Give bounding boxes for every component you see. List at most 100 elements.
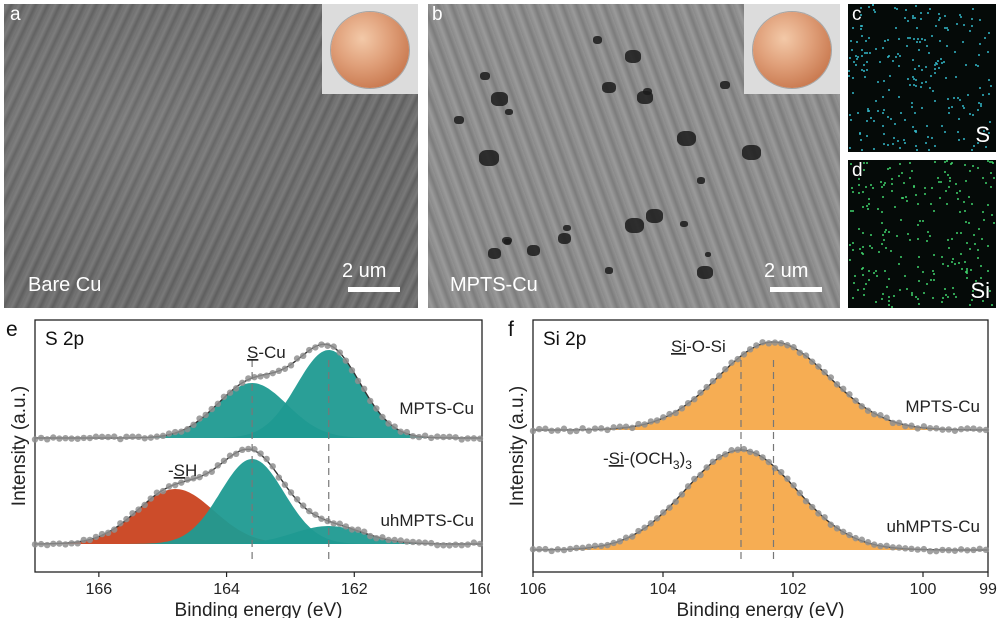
eds-dot xyxy=(881,112,884,115)
data-point xyxy=(765,458,772,466)
data-point xyxy=(815,510,822,517)
eds-dot xyxy=(853,60,856,63)
data-point xyxy=(360,528,368,535)
eds-dot xyxy=(977,227,980,230)
eds-dot xyxy=(953,292,956,295)
data-point xyxy=(660,509,667,516)
eds-dot xyxy=(981,211,984,214)
surface-pit xyxy=(720,81,731,90)
label-part: S xyxy=(247,343,258,362)
data-point xyxy=(43,436,51,443)
eds-dot xyxy=(914,145,917,148)
eds-dot xyxy=(916,148,919,151)
eds-dot xyxy=(850,163,853,166)
eds-dot xyxy=(849,39,852,42)
data-point xyxy=(840,528,847,536)
data-point xyxy=(629,424,636,432)
data-point xyxy=(275,474,283,481)
peak-component xyxy=(35,459,482,544)
data-point xyxy=(982,546,990,554)
eds-dot xyxy=(920,11,923,14)
eds-dot xyxy=(893,294,896,297)
eds-dot xyxy=(849,56,852,59)
eds-dot xyxy=(980,104,983,107)
eds-dot xyxy=(873,11,876,14)
data-point xyxy=(336,349,343,356)
eds-dot xyxy=(914,84,917,87)
eds-dot xyxy=(906,233,909,236)
eds-dot xyxy=(903,17,906,20)
scale-label-b: 2 um xyxy=(764,260,809,282)
scale-label-a: 2 um xyxy=(342,260,387,282)
eds-dot xyxy=(892,60,895,63)
peak-label-si-och3: -Si-(OCH3)3 xyxy=(603,449,692,472)
eds-dot xyxy=(883,142,886,145)
data-point xyxy=(446,433,453,440)
surface-pit xyxy=(696,266,713,280)
eds-dot xyxy=(929,75,932,78)
eds-dot xyxy=(863,70,866,73)
eds-dot xyxy=(850,118,853,121)
data-point xyxy=(397,428,404,435)
data-point xyxy=(300,502,307,509)
data-point xyxy=(560,425,568,432)
eds-dot xyxy=(865,68,868,71)
eds-dot xyxy=(948,246,951,249)
eds-dot xyxy=(856,112,859,115)
data-point xyxy=(385,420,392,427)
eds-dot xyxy=(881,95,884,98)
data-point xyxy=(306,507,313,515)
sem-image-mpts-cu: b MPTS-Cu 2 um xyxy=(428,4,840,308)
data-point xyxy=(68,540,75,547)
eds-dot xyxy=(859,7,862,10)
data-point xyxy=(622,534,630,541)
eds-dot xyxy=(920,38,923,41)
eds-dot xyxy=(952,97,955,100)
surface-pit xyxy=(696,176,705,184)
eds-dot xyxy=(848,244,851,247)
eds-dot xyxy=(931,35,934,38)
x-axis-label: Binding energy (eV) xyxy=(175,600,343,618)
data-point xyxy=(629,533,636,540)
eds-map-silicon: d Si xyxy=(848,160,996,308)
eds-dot xyxy=(893,7,896,10)
data-point xyxy=(864,539,872,546)
eds-dot xyxy=(955,296,958,299)
data-point xyxy=(147,434,155,441)
data-point xyxy=(74,540,81,547)
data-point xyxy=(330,343,337,350)
eds-dot xyxy=(886,38,889,41)
eds-dot xyxy=(856,289,859,292)
eds-dot xyxy=(887,115,890,118)
data-point xyxy=(196,473,203,481)
data-point xyxy=(214,400,222,408)
eds-map-sulfur: c S xyxy=(848,4,996,152)
surface-pit xyxy=(526,245,540,256)
eds-dot xyxy=(988,161,991,164)
eds-dot xyxy=(926,125,929,128)
eds-dot xyxy=(914,131,917,134)
eds-dot xyxy=(925,65,928,68)
eds-dot xyxy=(863,76,866,79)
eds-dot xyxy=(978,42,981,45)
data-point xyxy=(697,389,704,396)
data-point xyxy=(610,539,617,547)
eds-dot xyxy=(951,261,954,264)
element-label-s: S xyxy=(975,122,990,147)
x-tick-label: 100 xyxy=(910,581,937,598)
data-point xyxy=(428,539,435,547)
data-point xyxy=(790,344,797,351)
eds-dot xyxy=(882,195,885,198)
eds-dot xyxy=(913,17,916,20)
data-point xyxy=(536,425,543,433)
eds-dot xyxy=(864,51,867,54)
eds-dot xyxy=(932,253,935,256)
eds-dot xyxy=(881,47,884,50)
eds-dot xyxy=(934,24,937,27)
eds-dot xyxy=(928,235,931,238)
eds-dot xyxy=(867,107,870,110)
data-point xyxy=(80,536,87,544)
eds-dot xyxy=(970,202,973,205)
eds-dot xyxy=(884,39,887,42)
data-point xyxy=(883,414,890,421)
